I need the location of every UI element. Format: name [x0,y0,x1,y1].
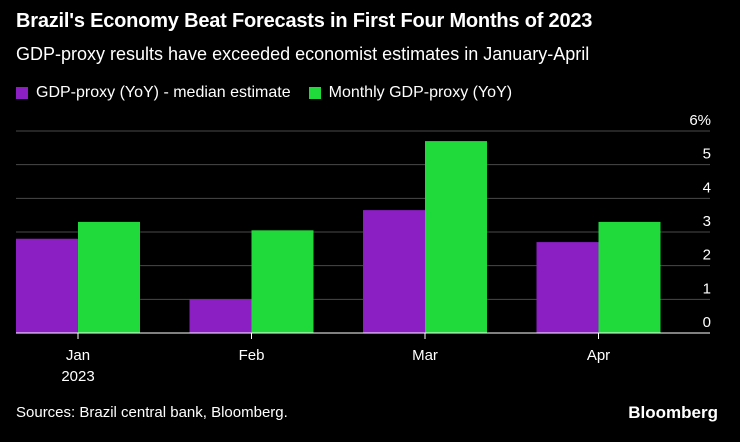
y-tick-label-6: 6% [689,112,711,129]
chart-title: Brazil's Economy Beat Forecasts in First… [16,10,593,32]
legend-swatch-monthly-gdp-proxy [308,87,321,99]
brand-logo: Bloomberg [628,403,718,422]
source-note: Sources: Brazil central bank, Bloomberg. [16,404,288,421]
x-tick-label-apr: Apr [587,347,610,364]
bar-jan-series-1 [78,221,140,333]
y-tick-label-2: 2 [703,247,711,264]
y-tick-label-3: 3 [703,213,711,230]
y-tick-labels: 0 1 2 3 4 5 6% [689,112,711,331]
legend-label-monthly-gdp-proxy: Monthly GDP-proxy (YoY) [328,84,513,101]
y-tick-label-1: 1 [703,280,711,297]
axes [16,332,710,339]
bar-mar-series-0 [363,210,425,333]
chart-subtitle: GDP-proxy results have exceeded economis… [16,44,590,64]
legend-label-median-estimate: GDP-proxy (YoY) - median estimate [36,84,291,101]
bar-feb-series-0 [189,299,252,333]
y-tick-label-0: 0 [703,314,711,331]
y-tick-label-5: 5 [703,146,711,163]
legend-item-median-estimate: GDP-proxy (YoY) - median estimate [16,84,291,102]
x-tick-label-jan: Jan [66,347,90,364]
x-tick-sublabel-jan: 2023 [61,368,94,385]
bar-feb-series-1 [251,230,314,333]
y-tick-label-4: 4 [703,179,711,196]
legend: GDP-proxy (YoY) - median estimate Monthl… [16,84,530,102]
legend-swatch-median-estimate [16,87,28,99]
x-tick-labels: Jan 2023 Feb Mar Apr [61,347,610,385]
bars [16,141,661,333]
x-tick-label-mar: Mar [412,347,438,364]
bar-apr-series-1 [598,221,661,333]
legend-item-monthly-gdp-proxy: Monthly GDP-proxy (YoY) [308,84,513,102]
bar-apr-series-0 [536,242,599,333]
bar-mar-series-1 [425,141,487,333]
bar-jan-series-0 [16,238,78,333]
x-tick-label-feb: Feb [239,347,265,364]
